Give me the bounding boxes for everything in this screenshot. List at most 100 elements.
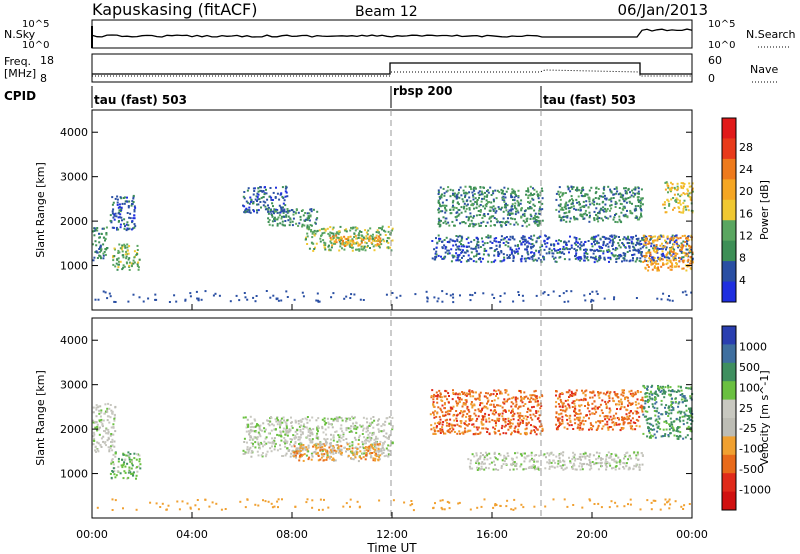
- power-echo-cell: [490, 215, 493, 218]
- power-echo-cell: [670, 262, 673, 265]
- power-echo-cell: [464, 222, 467, 225]
- velocity-echo-cell: [574, 468, 577, 471]
- power-echo-cell: [318, 229, 321, 232]
- power-echo-cell: [109, 214, 112, 217]
- power-scatter-cell: [474, 291, 477, 294]
- power-echo-cell: [605, 237, 608, 240]
- velocity-echo-cell: [461, 431, 464, 434]
- velocity-echo-cell: [443, 395, 446, 398]
- velocity-echo-cell: [493, 430, 496, 433]
- nsky-panel-frame: [91, 19, 693, 49]
- power-echo-cell: [476, 200, 478, 203]
- power-echo-cell: [656, 269, 659, 272]
- velocity-echo-cell: [110, 461, 113, 464]
- velocity-echo-cell: [99, 415, 102, 418]
- power-scatter-cell: [452, 301, 455, 304]
- power-echo-cell: [510, 194, 513, 197]
- power-echo-cell: [500, 250, 503, 252]
- power-echo-cell: [515, 210, 517, 213]
- velocity-echo-cell: [250, 455, 253, 458]
- power-echo-cell: [480, 193, 483, 196]
- power-echo-cell: [510, 192, 513, 195]
- power-echo-cell: [677, 193, 680, 196]
- power-echo-cell: [630, 236, 633, 239]
- velocity-echo-cell: [533, 429, 536, 432]
- velocity-echo-cell: [316, 428, 319, 431]
- power-echo-cell: [254, 198, 257, 201]
- power-echo-cell: [659, 244, 662, 247]
- velocity-echo-cell: [99, 426, 101, 429]
- power-echo-cell: [292, 210, 295, 213]
- power-echo-cell: [628, 242, 631, 244]
- power-echo-cell: [369, 237, 372, 240]
- power-echo-cell: [320, 234, 322, 237]
- power-echo-cell: [563, 212, 566, 214]
- power-echo-cell: [669, 259, 672, 262]
- velocity-echo-cell: [339, 440, 342, 443]
- velocity-echo-cell: [463, 422, 466, 425]
- velocity-echo-cell: [326, 456, 329, 459]
- velocity-echo-cell: [101, 423, 104, 426]
- velocity-echo-cell: [436, 412, 439, 415]
- velocity-echo-cell: [276, 416, 279, 419]
- velocity-echo-cell: [248, 448, 251, 451]
- power-echo-cell: [606, 208, 609, 210]
- velocity-echo-cell: [560, 467, 563, 470]
- velocity-echo-cell: [439, 432, 442, 434]
- velocity-echo-cell: [268, 420, 271, 423]
- velocity-echo-cell: [105, 432, 108, 435]
- velocity-echo-cell: [467, 429, 470, 432]
- power-echo-cell: [636, 257, 639, 260]
- nave-tick-top: 60: [708, 54, 722, 67]
- velocity-echo-cell: [511, 422, 514, 425]
- velocity-echo-cell: [499, 412, 501, 415]
- power-echo-cell: [329, 249, 332, 252]
- velocity-echo-cell: [466, 424, 469, 427]
- velocity-echo-cell: [321, 418, 324, 421]
- velocity-echo-cell: [619, 423, 622, 426]
- power-echo-cell: [682, 240, 685, 243]
- power-echo-cell: [358, 248, 360, 251]
- power-echo-cell: [132, 227, 134, 230]
- power-echo-cell: [462, 249, 464, 252]
- velocity-echo-cell: [286, 419, 289, 422]
- power-echo-cell: [645, 252, 648, 255]
- power-echo-cell: [633, 193, 636, 196]
- power-echo-cell: [391, 239, 394, 242]
- velocity-echo-cell: [530, 429, 533, 432]
- velocity-echo-cell: [122, 477, 125, 480]
- power-echo-cell: [113, 247, 116, 250]
- velocity-echo-cell: [601, 458, 604, 460]
- power-echo-cell: [322, 227, 325, 230]
- power-echo-cell: [455, 248, 458, 251]
- velocity-echo-cell: [624, 396, 627, 399]
- velocity-echo-cell: [346, 443, 349, 446]
- power-echo-cell: [690, 191, 693, 194]
- velocity-echo-cell: [380, 448, 383, 450]
- power-scatter-cell: [547, 294, 550, 296]
- velocity-echo-cell: [106, 432, 109, 435]
- power-echo-cell: [565, 241, 568, 244]
- velocity-echo-cell: [485, 392, 487, 395]
- power-echo-cell: [572, 199, 575, 202]
- velocity-echo-cell: [112, 467, 115, 470]
- velocity-echo-cell: [256, 450, 259, 453]
- power-echo-cell: [623, 259, 626, 262]
- power-scatter-cell: [562, 292, 565, 295]
- velocity-echo-cell: [549, 452, 552, 455]
- nsky-label: N.Sky: [4, 28, 36, 41]
- power-echo-cell: [294, 211, 297, 214]
- power-echo-cell: [659, 259, 662, 262]
- power-echo-cell: [588, 216, 591, 219]
- velocity-echo-cell: [335, 419, 338, 422]
- velocity-echo-cell: [256, 438, 259, 441]
- velocity-echo-cell: [113, 417, 116, 420]
- velocity-echo-cell: [453, 431, 456, 433]
- velocity-echo-cell: [304, 426, 307, 429]
- velocity-echo-cell: [251, 429, 254, 432]
- power-echo-cell: [590, 242, 593, 245]
- power-echo-cell: [379, 238, 382, 241]
- power-echo-cell: [125, 257, 128, 260]
- power-echo-cell: [584, 250, 587, 253]
- power-echo-cell: [556, 251, 559, 254]
